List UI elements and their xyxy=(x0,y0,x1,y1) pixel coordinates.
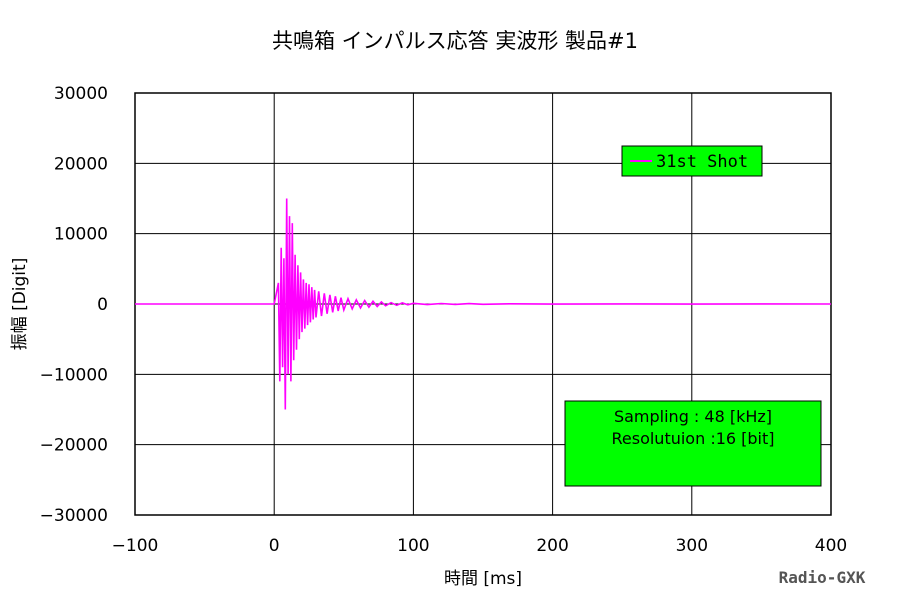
x-tick-label: −100 xyxy=(112,536,159,556)
x-tick-label: 200 xyxy=(536,536,568,556)
x-tick-labels: −100 0 100 200 300 400 xyxy=(112,536,848,556)
x-axis-label: 時間 [ms] xyxy=(444,569,522,589)
legend-box xyxy=(621,145,763,177)
y-tick-label: 30000 xyxy=(54,84,108,104)
info-box-background xyxy=(564,400,822,487)
chart-title: 共鳴箱 インパルス応答 実波形 製品#1 xyxy=(272,29,638,53)
y-tick-labels: 30000 20000 10000 0 −10000 −20000 −30000 xyxy=(40,84,108,526)
info-box: Sampling : 48 [kHz] Resolutuion :16 [bit… xyxy=(564,400,822,487)
y-axis-label: 振幅 [Digit] xyxy=(10,258,30,351)
watermark: Radio-GXK xyxy=(779,568,866,587)
y-tick-label: 0 xyxy=(97,295,108,315)
y-tick-label: 10000 xyxy=(54,225,108,245)
y-tick-label: −20000 xyxy=(40,436,108,456)
resolution-text: Resolutuion :16 [bit] xyxy=(611,429,774,448)
y-tick-label: −30000 xyxy=(40,506,108,526)
x-tick-label: 100 xyxy=(397,536,429,556)
legend-label: 31st Shot xyxy=(656,152,748,172)
x-tick-label: 400 xyxy=(815,536,847,556)
y-tick-label: 20000 xyxy=(54,154,108,174)
sampling-text: Sampling : 48 [kHz] xyxy=(614,407,772,426)
y-tick-label: −10000 xyxy=(40,365,108,385)
x-tick-label: 0 xyxy=(269,536,280,556)
series-line-31st-shot xyxy=(135,198,832,410)
x-tick-label: 300 xyxy=(676,536,708,556)
legend: 31st Shot xyxy=(621,145,763,177)
